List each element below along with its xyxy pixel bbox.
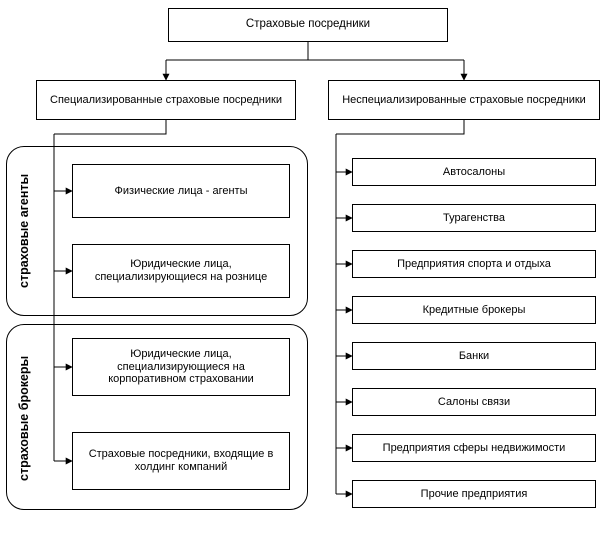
node-n3: Предприятия спорта и отдыха [352, 250, 596, 278]
node-n4: Кредитные брокеры [352, 296, 596, 324]
node-s2: Юридические лица, специализирующиеся на … [72, 244, 290, 298]
node-n6: Салоны связи [352, 388, 596, 416]
node-s4: Страховые посредники, входящие в холдинг… [72, 432, 290, 490]
node-root: Страховые посредники [168, 8, 448, 42]
node-n2: Турагенства [352, 204, 596, 232]
node-s1: Физические лица - агенты [72, 164, 290, 218]
node-n8: Прочие предприятия [352, 480, 596, 508]
node-nonspec: Неспециализированные страховые посредник… [328, 80, 600, 120]
node-spec: Специализированные страховые посредники [36, 80, 296, 120]
vlabel-agents: страховые агенты [10, 156, 40, 306]
node-n5: Банки [352, 342, 596, 370]
node-s3: Юридические лица, специализирующиеся на … [72, 338, 290, 396]
node-n1: Автосалоны [352, 158, 596, 186]
vlabel-brokers: страховые брокеры [10, 336, 40, 500]
node-n7: Предприятия сферы недвижимости [352, 434, 596, 462]
